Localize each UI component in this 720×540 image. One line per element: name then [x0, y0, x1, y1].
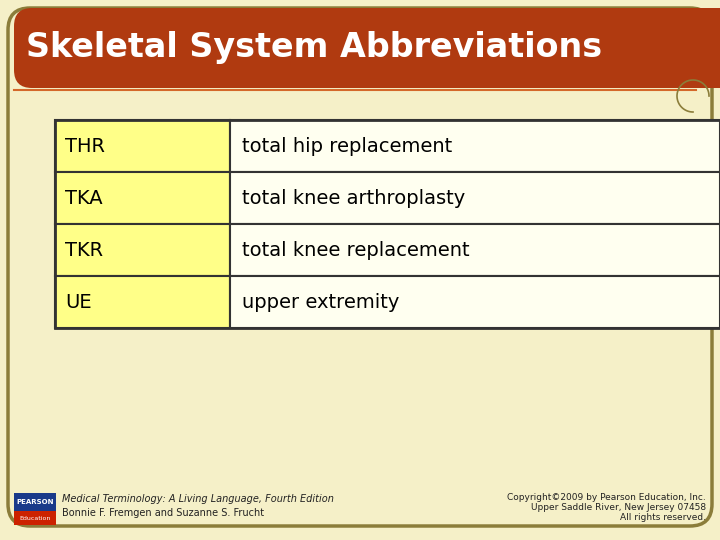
Bar — [230, 120, 720, 172]
Text: All rights reserved.: All rights reserved. — [620, 512, 706, 522]
Bar — [14, 511, 56, 525]
Text: total hip replacement: total hip replacement — [242, 137, 452, 156]
Bar — [230, 276, 720, 328]
Text: Copyright©2009 by Pearson Education, Inc.: Copyright©2009 by Pearson Education, Inc… — [508, 492, 706, 502]
Text: total knee arthroplasty: total knee arthroplasty — [242, 188, 465, 207]
Bar — [55, 120, 230, 172]
FancyBboxPatch shape — [14, 8, 706, 88]
Text: Skeletal System Abbreviations: Skeletal System Abbreviations — [26, 31, 602, 64]
Bar — [55, 120, 720, 328]
Bar — [55, 224, 230, 276]
Text: Bonnie F. Fremgen and Suzanne S. Frucht: Bonnie F. Fremgen and Suzanne S. Frucht — [62, 508, 264, 518]
Text: upper extremity: upper extremity — [242, 293, 400, 312]
Bar — [230, 172, 720, 224]
Text: UE: UE — [65, 293, 91, 312]
Bar — [55, 276, 230, 328]
Bar — [230, 224, 720, 276]
Text: Education: Education — [19, 516, 50, 521]
Bar — [676, 8, 720, 88]
Text: total knee replacement: total knee replacement — [242, 240, 469, 260]
Text: THR: THR — [65, 137, 105, 156]
Text: Upper Saddle River, New Jersey 07458: Upper Saddle River, New Jersey 07458 — [531, 503, 706, 511]
Text: Medical Terminology: A Living Language, Fourth Edition: Medical Terminology: A Living Language, … — [62, 494, 334, 504]
Bar — [14, 493, 56, 511]
Text: TKR: TKR — [65, 240, 103, 260]
Text: TKA: TKA — [65, 188, 103, 207]
Text: PEARSON: PEARSON — [17, 499, 54, 505]
FancyBboxPatch shape — [8, 8, 712, 526]
Bar — [55, 172, 230, 224]
